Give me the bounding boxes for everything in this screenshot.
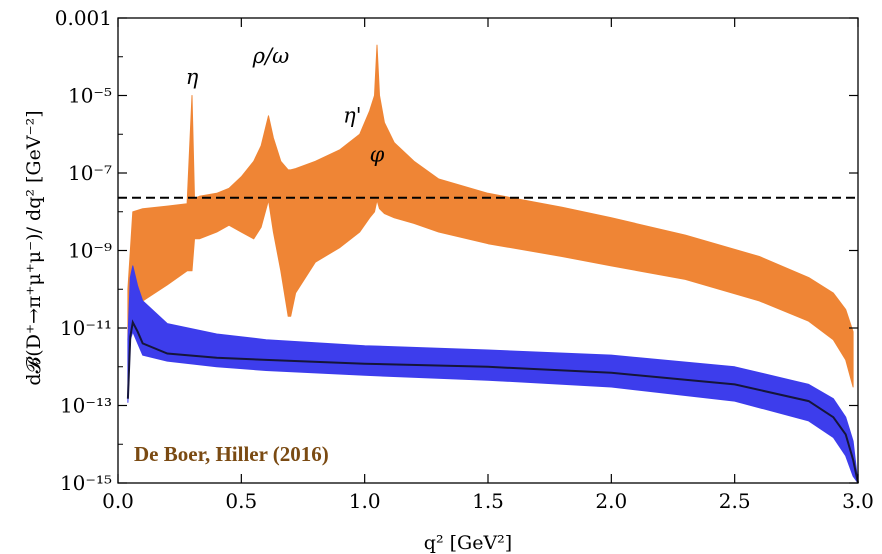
x-tick-label-2: 1.0 [349, 489, 381, 513]
series-band-0 [127, 44, 854, 388]
y-tick-label-5: 10⁻¹³ [60, 394, 112, 418]
x-axis-title: q² [GeV²] [424, 532, 512, 554]
ticks-layer: 0.0 0.5 1.0 1.5 2.0 2.5 3.0 0.001 10⁻⁵ 10⁻⁷ 10⁻⁹ 10… [55, 6, 874, 513]
y-tick-label-2: 10⁻⁷ [68, 161, 112, 185]
resonance-label-0: η [186, 65, 199, 89]
x-tick-label-1: 0.5 [225, 489, 257, 513]
y-tick-label-1: 10⁻⁵ [68, 84, 112, 108]
y-tick-label-6: 10⁻¹⁵ [60, 471, 112, 495]
y-axis-title: d𝓑(D⁺→π⁺μ⁺μ⁻)/ dq² [GeV⁻²] [23, 110, 45, 385]
x-tick-label-6: 3.0 [842, 489, 874, 513]
y-tick-label-0: 0.001 [55, 6, 112, 30]
x-tick-label-0: 0.0 [102, 489, 134, 513]
series-central-line-1 [126, 319, 859, 484]
series-band-1 [127, 265, 859, 484]
plot-frame [117, 17, 859, 484]
citation-label: De Boer, Hiller (2016) [134, 442, 329, 466]
bands-layer [126, 44, 859, 484]
x-tick-label-3: 1.5 [472, 489, 504, 513]
resonance-label-3: φ [370, 142, 385, 166]
y-tick-label-4: 10⁻¹¹ [60, 316, 112, 340]
x-tick-label-4: 2.0 [595, 489, 627, 513]
resonance-label-1: ρ/ω [252, 44, 290, 68]
x-tick-label-5: 2.5 [719, 489, 751, 513]
y-tick-label-3: 10⁻⁹ [68, 239, 112, 263]
resonance-label-2: η' [343, 104, 361, 128]
resonance-labels-layer: η ρ/ω η' φ [186, 44, 385, 167]
